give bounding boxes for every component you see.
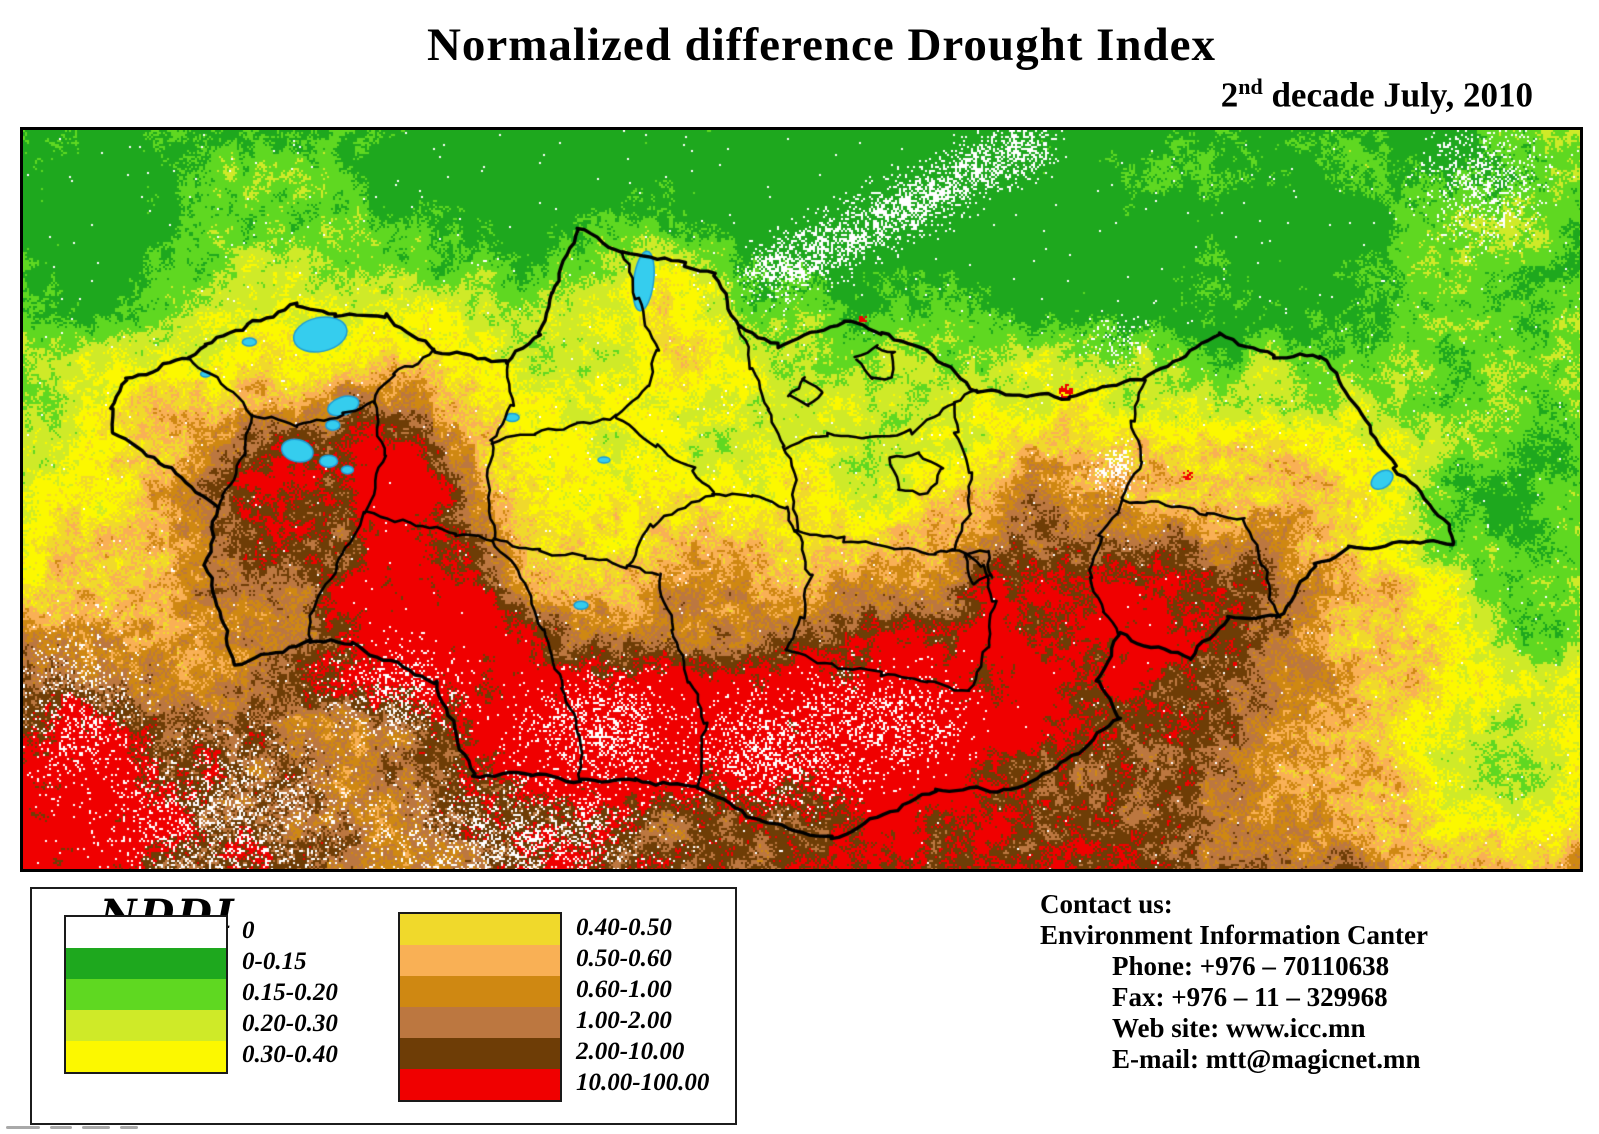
- subtitle-rest: decade July, 2010: [1262, 75, 1533, 115]
- drought-map-frame: [20, 127, 1583, 872]
- legend-column-high: 0.40-0.50 0.50-0.60 0.60-1.00 1.00-2.00 2.00…: [398, 912, 709, 1102]
- cutoff-text-marks: [6, 1126, 176, 1134]
- legend-swatch: [66, 917, 226, 948]
- legend-labels: 0.40-0.50 0.50-0.60 0.60-1.00 1.00-2.00 2.00…: [576, 912, 709, 1098]
- legend-swatch: [400, 945, 560, 976]
- cutoff-mark: [82, 1126, 110, 1129]
- subtitle-ordinal: nd: [1238, 74, 1263, 99]
- legend-label: 0.20-0.30: [242, 1010, 338, 1037]
- legend-label: 0.30-0.40: [242, 1041, 338, 1068]
- drought-map-canvas: [23, 130, 1580, 869]
- contact-phone: Phone: +976 – 70110638: [1112, 951, 1390, 981]
- legend-swatch: [66, 1041, 226, 1072]
- legend-label: 0.15-0.20: [242, 979, 338, 1006]
- cutoff-mark: [6, 1126, 40, 1129]
- legend-label: 0.40-0.50: [576, 914, 672, 941]
- legend-label: 0.60-1.00: [576, 976, 672, 1003]
- legend-swatch-block: [64, 915, 228, 1074]
- legend-label: 1.00-2.00: [576, 1007, 672, 1034]
- legend-swatch: [400, 1069, 560, 1100]
- legend-swatch: [400, 1038, 560, 1069]
- legend-swatch: [66, 1010, 226, 1041]
- contact-email: E-mail: mtt@magicnet.mn: [1112, 1044, 1421, 1074]
- legend-swatch: [400, 1007, 560, 1038]
- legend-label: 0: [242, 917, 255, 944]
- legend-label: 0.50-0.60: [576, 945, 672, 972]
- contact-block: Contact us: Environment Information Cant…: [1040, 889, 1580, 1075]
- contact-website: Web site: www.icc.mn: [1112, 1013, 1366, 1043]
- legend-label: 10.00-100.00: [576, 1069, 710, 1096]
- legend-swatch: [66, 979, 226, 1010]
- contact-fax: Fax: +976 – 11 – 329968: [1112, 982, 1388, 1012]
- page-subtitle: 2nd decade July, 2010: [1221, 74, 1533, 116]
- legend-label: 0-0.15: [242, 948, 307, 975]
- contact-org: Environment Information Canter: [1040, 920, 1428, 950]
- legend-labels: 0 0-0.15 0.15-0.20 0.20-0.30 0.30-0.40: [242, 915, 338, 1070]
- page-title: Normalized difference Drought Index: [426, 19, 1217, 71]
- legend: NDDI 0 0-0.15 0.15-0.20 0.20-0.30 0.30-0.40 …: [30, 887, 737, 1125]
- legend-swatch: [400, 976, 560, 1007]
- legend-column-low: 0 0-0.15 0.15-0.20 0.20-0.30 0.30-0.40: [64, 915, 338, 1074]
- cutoff-mark: [50, 1126, 72, 1129]
- contact-heading: Contact us:: [1040, 889, 1173, 919]
- cutoff-mark: [120, 1126, 138, 1129]
- subtitle-number: 2: [1220, 75, 1239, 115]
- legend-label: 2.00-10.00: [576, 1038, 685, 1065]
- legend-swatch: [66, 948, 226, 979]
- legend-swatch: [400, 914, 560, 945]
- legend-swatch-block: [398, 912, 562, 1102]
